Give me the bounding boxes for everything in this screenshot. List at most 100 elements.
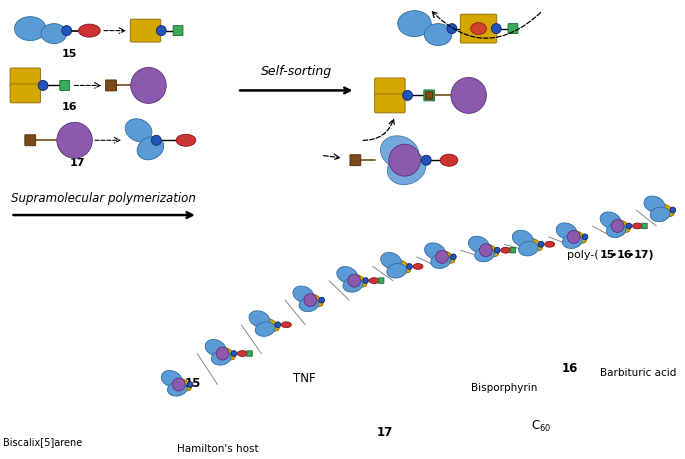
Circle shape	[582, 234, 588, 240]
Ellipse shape	[600, 212, 621, 229]
Ellipse shape	[425, 243, 445, 259]
FancyBboxPatch shape	[173, 26, 183, 36]
Circle shape	[421, 155, 432, 165]
Ellipse shape	[161, 370, 182, 387]
Ellipse shape	[381, 252, 401, 269]
FancyBboxPatch shape	[642, 223, 647, 229]
Text: Supramolecular polymerization: Supramolecular polymerization	[10, 192, 195, 205]
Ellipse shape	[176, 134, 196, 146]
Ellipse shape	[606, 223, 626, 237]
Ellipse shape	[387, 152, 426, 185]
Ellipse shape	[562, 234, 582, 248]
Ellipse shape	[570, 230, 586, 243]
FancyBboxPatch shape	[247, 351, 252, 356]
Text: 16: 16	[62, 102, 77, 112]
Ellipse shape	[79, 24, 100, 37]
Ellipse shape	[299, 297, 319, 312]
Ellipse shape	[438, 251, 455, 263]
Circle shape	[538, 241, 544, 247]
Text: Bisporphyrin: Bisporphyrin	[471, 382, 537, 392]
Circle shape	[447, 23, 457, 34]
Circle shape	[451, 254, 456, 260]
FancyBboxPatch shape	[375, 78, 405, 97]
Ellipse shape	[394, 260, 411, 273]
Circle shape	[231, 351, 237, 356]
Ellipse shape	[676, 207, 685, 213]
Circle shape	[62, 26, 72, 36]
Circle shape	[389, 144, 421, 176]
Circle shape	[275, 322, 281, 328]
Ellipse shape	[644, 196, 664, 213]
Ellipse shape	[282, 322, 291, 328]
Circle shape	[479, 244, 493, 257]
Text: Hamilton's host: Hamilton's host	[177, 444, 258, 454]
Circle shape	[407, 263, 412, 269]
Circle shape	[495, 247, 500, 253]
Ellipse shape	[125, 119, 152, 142]
Circle shape	[151, 135, 161, 145]
Ellipse shape	[343, 278, 362, 292]
Ellipse shape	[380, 136, 419, 169]
Ellipse shape	[650, 207, 670, 222]
Ellipse shape	[293, 286, 314, 302]
FancyBboxPatch shape	[425, 92, 433, 99]
FancyBboxPatch shape	[25, 135, 36, 146]
FancyBboxPatch shape	[424, 90, 435, 101]
Circle shape	[173, 378, 185, 391]
Circle shape	[156, 26, 166, 36]
FancyBboxPatch shape	[60, 80, 70, 90]
Ellipse shape	[211, 351, 231, 365]
FancyBboxPatch shape	[105, 80, 116, 91]
Circle shape	[491, 23, 501, 34]
FancyBboxPatch shape	[460, 14, 497, 43]
FancyBboxPatch shape	[379, 278, 384, 283]
Ellipse shape	[262, 319, 279, 331]
Text: 16: 16	[616, 250, 632, 260]
FancyBboxPatch shape	[10, 68, 40, 87]
Ellipse shape	[501, 247, 511, 253]
Circle shape	[363, 278, 369, 284]
FancyBboxPatch shape	[508, 23, 518, 34]
Text: •: •	[610, 250, 617, 260]
Ellipse shape	[413, 263, 423, 269]
Circle shape	[567, 230, 580, 243]
Text: 15: 15	[599, 250, 615, 260]
Text: •: •	[627, 250, 634, 260]
Ellipse shape	[398, 11, 432, 37]
Circle shape	[348, 274, 360, 287]
FancyBboxPatch shape	[510, 247, 516, 253]
Ellipse shape	[256, 322, 275, 336]
Ellipse shape	[545, 241, 555, 247]
Ellipse shape	[475, 247, 495, 262]
Ellipse shape	[387, 263, 407, 278]
Ellipse shape	[471, 22, 486, 34]
Circle shape	[670, 207, 675, 213]
Ellipse shape	[175, 378, 191, 391]
Ellipse shape	[369, 278, 379, 284]
Circle shape	[38, 80, 48, 90]
Circle shape	[216, 347, 229, 360]
Text: TNF: TNF	[292, 371, 316, 385]
Ellipse shape	[205, 340, 226, 356]
Text: 17): 17)	[633, 250, 653, 260]
Ellipse shape	[350, 274, 367, 287]
Text: Barbituric acid: Barbituric acid	[600, 368, 676, 378]
Text: C$_{60}$: C$_{60}$	[532, 419, 551, 434]
Ellipse shape	[482, 244, 499, 257]
FancyBboxPatch shape	[375, 94, 405, 113]
Text: 17: 17	[70, 158, 86, 168]
Ellipse shape	[632, 223, 643, 229]
Circle shape	[451, 78, 486, 113]
Ellipse shape	[337, 267, 358, 283]
Ellipse shape	[556, 223, 577, 240]
FancyBboxPatch shape	[10, 84, 40, 103]
Ellipse shape	[658, 204, 674, 217]
FancyBboxPatch shape	[350, 155, 361, 166]
Circle shape	[131, 67, 166, 103]
Circle shape	[319, 297, 325, 303]
Ellipse shape	[469, 236, 489, 253]
Text: Self-sorting: Self-sorting	[261, 66, 332, 78]
Ellipse shape	[137, 137, 164, 160]
Ellipse shape	[424, 23, 452, 45]
Circle shape	[436, 251, 449, 263]
